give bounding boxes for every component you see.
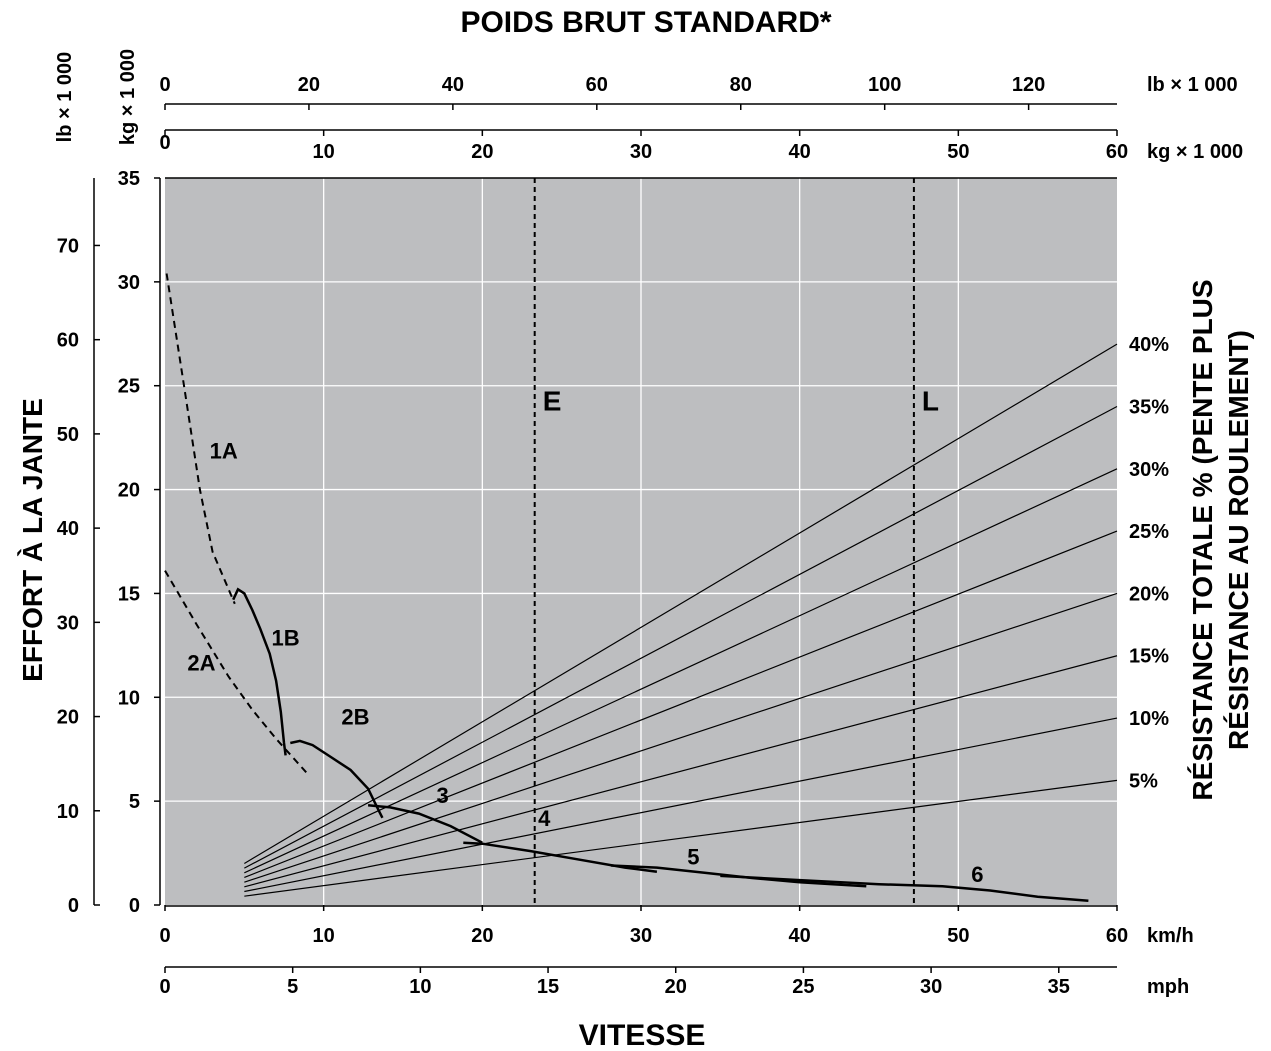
left-tick-lb: 30 (57, 612, 79, 634)
gear-curves: 1A 2A 1B 2B 3 4 5 6 (164, 273, 1089, 903)
left-unit-lb: lb × 1 000 (54, 52, 76, 143)
left-tick-kg: 30 (118, 272, 140, 294)
resistance-line-10pct (244, 717, 1118, 893)
x-tick-kmh: 50 (947, 925, 969, 947)
left-tick-kg: 25 (118, 376, 140, 398)
x-tick-kmh: 40 (789, 925, 811, 947)
left-tick-kg: 5 (129, 791, 140, 813)
y-axis-title: EFFORT À LA JANTE (17, 398, 48, 682)
top-tick-kg: 40 (789, 141, 811, 163)
weight-marker-label: E (543, 386, 562, 417)
gear-label: 2B (341, 704, 369, 729)
gear-curve-2b (290, 739, 384, 819)
left-tick-kg: 10 (118, 687, 140, 709)
left-tick-kg: 20 (118, 480, 140, 502)
gear-label: 5 (687, 844, 699, 869)
resistance-label: 40% (1129, 334, 1169, 356)
left-tick-kg: 0 (129, 895, 140, 917)
top-tick-kg: 10 (313, 141, 335, 163)
x-tick-mph: 5 (287, 976, 298, 998)
top-tick-kg: 50 (947, 141, 969, 163)
x-tick-kmh: 20 (471, 925, 493, 947)
top-tick-kg: 30 (630, 141, 652, 163)
x-tick-mph: 0 (159, 976, 170, 998)
resistance-line-30pct (244, 468, 1118, 874)
left-tick-kg: 35 (118, 168, 140, 190)
x-tick-mph: 25 (792, 976, 814, 998)
x-tick-mph: 10 (409, 976, 431, 998)
x-unit-kmh: km/h (1147, 925, 1194, 947)
top-tick-lb: 80 (730, 74, 752, 96)
gear-curve-2a (164, 570, 309, 775)
gear-label: 2A (187, 650, 215, 675)
resistance-line-20pct (244, 592, 1118, 883)
grid (165, 177, 1117, 905)
resistance-label: 10% (1129, 708, 1169, 730)
top-tick-lb: 20 (298, 74, 320, 96)
resistance-label: 15% (1129, 646, 1169, 668)
x-tick-mph: 20 (665, 976, 687, 998)
gear-curve-4 (463, 841, 658, 874)
gear-label: 3 (437, 783, 449, 808)
top-unit-kg: kg × 1 000 (1147, 141, 1243, 163)
resistance-label: 30% (1129, 459, 1169, 481)
x-tick-mph: 35 (1048, 976, 1070, 998)
resistance-label: 5% (1129, 770, 1158, 792)
x-tick-mph: 30 (920, 976, 942, 998)
gear-label: 1B (272, 625, 300, 650)
top-tick-lb: 0 (159, 74, 170, 96)
resistance-line-15pct (244, 655, 1118, 888)
x-tick-kmh: 30 (630, 925, 652, 947)
left-tick-lb: 70 (57, 235, 79, 257)
top-tick-lb: 120 (1012, 74, 1045, 96)
top-tick-lb: 60 (586, 74, 608, 96)
axes (93, 103, 1118, 973)
left-tick-lb: 10 (57, 801, 79, 823)
right-axis-title-line2: RÉSISTANCE AU ROULEMENT) (1223, 330, 1254, 750)
gear-curve-3 (367, 804, 483, 844)
x-unit-mph: mph (1147, 976, 1189, 998)
gear-label: 6 (971, 862, 983, 887)
chart-title: POIDS BRUT STANDARD* (460, 6, 831, 39)
x-axis-title: VITESSE (579, 1019, 706, 1051)
resistance-line-40pct (244, 343, 1118, 864)
top-unit-lb: lb × 1 000 (1147, 74, 1238, 96)
left-tick-lb: 50 (57, 424, 79, 446)
top-tick-kg: 0 (159, 132, 170, 154)
resistance-label: 35% (1129, 396, 1169, 418)
gear-curve-1b (232, 587, 287, 756)
left-tick-kg: 15 (118, 583, 140, 605)
resistance-line-35pct (244, 405, 1118, 869)
left-tick-lb: 40 (57, 518, 79, 540)
gear-label: 4 (538, 806, 551, 831)
resistance-line-25pct (244, 530, 1118, 879)
right-axis-title-line1: RÉSISTANCE TOTALE % (PENTE PLUS (1187, 279, 1218, 800)
resistance-line-5pct (244, 779, 1118, 897)
top-tick-kg: 20 (471, 141, 493, 163)
gear-label: 1A (210, 438, 238, 463)
x-tick-kmh: 10 (313, 925, 335, 947)
x-tick-kmh: 60 (1106, 925, 1128, 947)
top-tick-lb: 100 (868, 74, 901, 96)
top-tick-kg: 60 (1106, 141, 1128, 163)
left-tick-lb: 20 (57, 707, 79, 729)
resistance-label: 20% (1129, 583, 1169, 605)
left-tick-lb: 0 (68, 895, 79, 917)
left-unit-kg: kg × 1 000 (117, 49, 139, 145)
x-tick-kmh: 0 (159, 925, 170, 947)
weight-marker-label: L (922, 386, 939, 417)
resistance-lines: 5% 10% 15% 20% 25% 30% 35% 40% (244, 334, 1169, 897)
left-tick-lb: 60 (57, 330, 79, 352)
resistance-label: 25% (1129, 521, 1169, 543)
top-tick-lb: 40 (442, 74, 464, 96)
gear-curve-6 (720, 874, 1089, 903)
x-tick-mph: 15 (537, 976, 559, 998)
gear-curve-1a (165, 273, 236, 605)
